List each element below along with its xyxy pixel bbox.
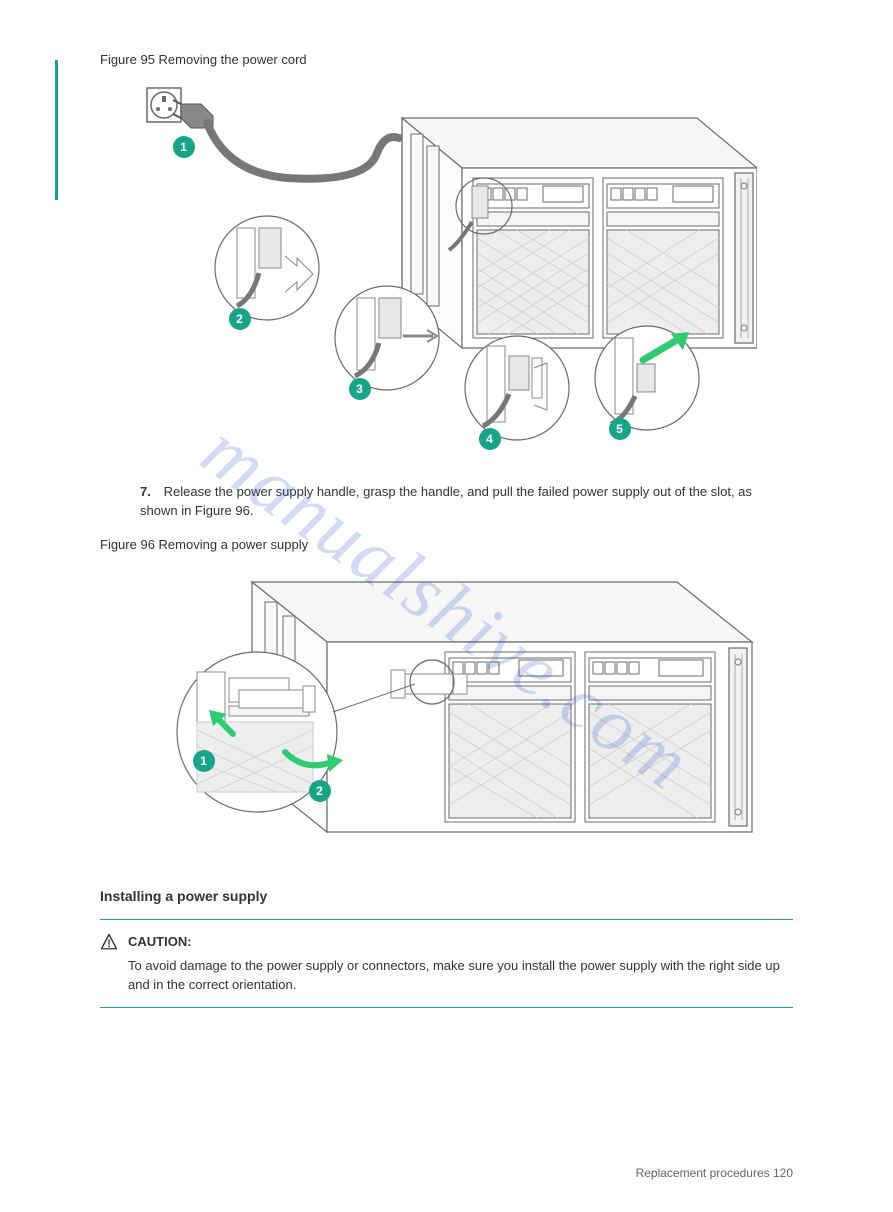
figure96-svg (137, 562, 757, 862)
step7-number: 7. (140, 482, 160, 502)
figure95-svg (137, 78, 757, 458)
caution-block: CAUTION: (100, 932, 793, 952)
figure96-illustration: 1 2 (137, 562, 757, 862)
install-heading: Installing a power supply (100, 886, 793, 907)
figure95-callout-1: 1 (173, 136, 195, 158)
caution-label: CAUTION: (128, 934, 192, 949)
step7-figref: Figure 96 (195, 503, 250, 518)
figure95-callout-3: 3 (349, 378, 371, 400)
divider-bottom (100, 1007, 793, 1008)
figure95-callout-4: 4 (479, 428, 501, 450)
figure96-callout-2: 2 (309, 780, 331, 802)
figure96-callout-1: 1 (193, 750, 215, 772)
figure95-callout-5: 5 (609, 418, 631, 440)
caution-triangle-icon (100, 933, 118, 951)
divider-top (100, 919, 793, 920)
figure95-illustration: 1 2 3 4 5 (137, 78, 757, 458)
side-accent-bar (55, 60, 58, 200)
page-footer: Replacement procedures 120 (636, 1164, 793, 1182)
figure95-callout-2: 2 (229, 308, 251, 330)
caution-body: To avoid damage to the power supply or c… (128, 956, 793, 995)
caution-text-block: CAUTION: (128, 932, 192, 952)
step7-row: 7. Release the power supply handle, gras… (120, 482, 793, 521)
figure96-caption: Figure 96 Removing a power supply (100, 535, 793, 555)
figure95-caption: Figure 95 Removing the power cord (100, 50, 793, 70)
